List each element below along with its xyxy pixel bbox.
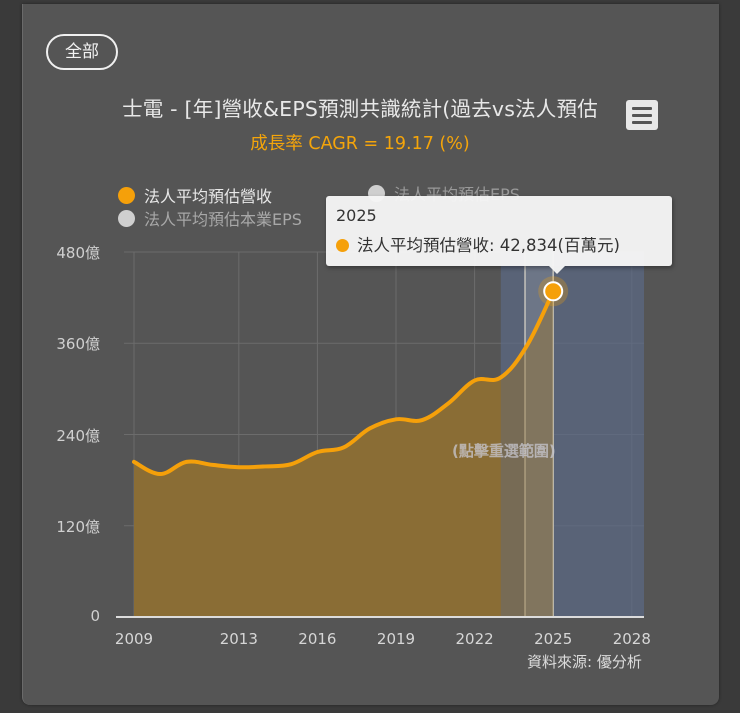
selected-range-band: [525, 252, 554, 617]
revenue-line: [132, 289, 556, 477]
filter-all-button[interactable]: 全部: [46, 34, 118, 70]
legend-item-core-eps[interactable]: 法人平均預估本業EPS: [118, 206, 302, 230]
legend-dot-icon: [118, 210, 135, 227]
x-tick-label: 2022: [455, 630, 494, 648]
y-tick-label: 0: [90, 607, 100, 625]
cagr-text: 成長率 CAGR = 19.17 (%): [250, 134, 470, 154]
x-tick-label: 2028: [612, 630, 651, 648]
chart-title: 士電 - [年]營收&EPS預測共識統計(過去vs法人預估: [22, 92, 718, 122]
data-tooltip: 2025 法人平均預估營收: 42,834(百萬元): [326, 196, 672, 274]
legend-label: 法人平均預估營收: [144, 187, 273, 206]
x-tick-label: 2025: [534, 630, 573, 648]
x-tick-label: 2016: [298, 630, 337, 648]
y-tick-label: 240億: [56, 426, 100, 445]
highlight-point-marker: [543, 281, 564, 302]
y-tick-label: 120億: [56, 517, 100, 536]
revenue-area: [134, 291, 554, 617]
tooltip-header: 2025: [336, 206, 377, 225]
x-tick-label: 2019: [376, 630, 416, 648]
hamburger-menu-icon[interactable]: [626, 100, 658, 130]
tooltip-row: 法人平均預估營收: 42,834(百萬元): [336, 232, 620, 256]
tooltip-value: 法人平均預估營收: 42,834(百萬元): [357, 236, 620, 255]
chart-subtitle: 成長率 CAGR = 19.17 (%): [22, 130, 718, 155]
legend-label: 法人平均預估本業EPS: [144, 210, 302, 229]
reselect-range-hint: (點擊重選範圍): [452, 442, 556, 460]
y-tick-label: 480億: [56, 244, 100, 262]
data-source: 資料來源: 優分析: [527, 653, 642, 671]
legend-item-revenue[interactable]: 法人平均預估營收: [118, 183, 272, 207]
y-tick-label: 360億: [56, 335, 100, 354]
x-tick-label: 2013: [219, 630, 258, 648]
legend-dot-icon: [118, 187, 135, 204]
series-dot-icon: [336, 239, 349, 252]
x-tick-label: 2009: [114, 630, 154, 648]
chart-title-text: 士電 - [年]營收&EPS預測共識統計(過去vs法人預估: [122, 97, 598, 121]
tooltip-arrow: [549, 266, 565, 274]
